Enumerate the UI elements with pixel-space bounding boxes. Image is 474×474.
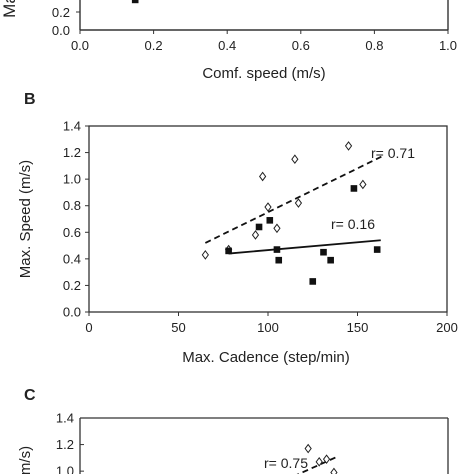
panel-b-ytick-label: 0.4 [63,251,81,266]
panel-c-annotation: r= 0.75 [264,455,308,471]
panel-label-c: C [24,387,36,404]
panel-a-xtick-label: 1.0 [439,38,457,53]
panel-b-ytick-label: 1.2 [63,145,81,160]
panel-b-point [320,248,327,256]
panel-b-xtick-label: 0 [85,320,92,335]
panel-b-ylabel: Max. Speed (m/s) [17,160,34,278]
panel-b-xtick-label: 50 [171,320,185,335]
panel-b-point [294,198,303,208]
panel-b-point [291,154,299,165]
panel-b-point [359,179,367,190]
panel-c-ytick-label: 1.0 [56,464,74,474]
panel-b-ytick-label: 0.2 [63,278,81,293]
panel-a-xtick-label: 0.4 [218,38,236,53]
panel-c-ytick-label: 1.2 [56,437,74,452]
panel-a-x-ticks: 0.0 0.2 0.4 0.6 0.8 1.0 [71,30,457,53]
panel-a-xtick-label: 0.8 [365,38,383,53]
panel-c-point [315,457,323,467]
panel-a-points [131,0,139,4]
panel-b-point [373,246,381,253]
panel-a-xtick-label: 0.2 [145,38,163,53]
panel-b-xtick-label: 150 [347,320,369,335]
panel-b-point [344,141,353,151]
panel-b-point [327,256,334,264]
panel-a-xlabel: Comf. speed (m/s) [202,65,325,82]
panel-b-point [273,246,281,253]
panel-b-point [201,250,209,260]
panel-c-fit-lines [296,455,338,474]
panel-c-fit-line [296,455,338,474]
panel-b-ytick-label: 0.6 [63,225,81,240]
panel-b-x-ticks: 0 50 100 150 200 [85,312,458,335]
panel-b-y-ticks: 0.0 0.2 0.4 0.6 0.8 1.0 1.2 1.4 [63,119,89,320]
panel-a-ylabel-fragment: Ma [0,0,19,18]
panel-b-ytick-label: 1.4 [63,119,81,134]
panel-c: C (m/s) 1.4 1.2 1.0 r= 0.75 [17,387,449,474]
panel-b: B 0.00.20.40.60.81.01.21.4 0 50 100 150 200 … [17,91,458,366]
panel-b-xlabel: Max. Cadence (step/min) [182,349,350,366]
panel-a-xtick-label: 0.6 [292,38,310,53]
panel-b-xtick-label: 100 [257,320,279,335]
panel-a: Ma 0.2 0.0 0.0 0.2 0.4 0.6 0.8 1.0 Comf. spee… [0,0,457,82]
panel-b-points [201,141,381,285]
panel-c-ylabel-fragment: (m/s) [17,446,34,474]
panel-a-ytick-label: 0.2 [52,5,70,20]
panel-b-xtick-label: 200 [436,320,458,335]
panel-b-point [259,171,267,182]
panel-b-fit-lines [204,154,385,255]
panel-b-ytick-label: 0.0 [63,305,81,320]
panel-c-ytick-label: 1.4 [56,411,74,426]
panel-a-ytick-label: 0.0 [52,23,70,38]
panel-b-point [309,278,317,285]
panel-b-point [266,217,274,224]
panel-b-ytick-label: 0.8 [63,198,81,213]
panel-b-point [273,223,281,234]
panel-b-point [350,185,358,192]
panel-b-fit-line [228,239,381,255]
panel-c-points [304,443,338,474]
panel-b-fit-line [204,154,385,244]
panel-b-point [264,202,272,212]
panel-c-point [304,443,312,454]
panel-a-point [131,0,139,4]
panel-c-y-ticks: 1.4 1.2 1.0 [56,411,84,474]
panel-b-point [255,223,263,231]
panel-b-point [225,247,232,255]
panel-c-point [322,454,331,465]
panel-b-ytick-label: 1.0 [63,172,81,187]
panel-a-xtick-label: 0.0 [71,38,89,53]
panel-label-b: B [24,91,36,108]
panel-b-annotation-filled: r= 0.16 [331,216,375,232]
panel-b-point [275,256,283,264]
panel-b-annotation-open: r= 0.71 [371,145,415,161]
panel-c-point [330,467,338,474]
panel-b-point [251,230,260,240]
